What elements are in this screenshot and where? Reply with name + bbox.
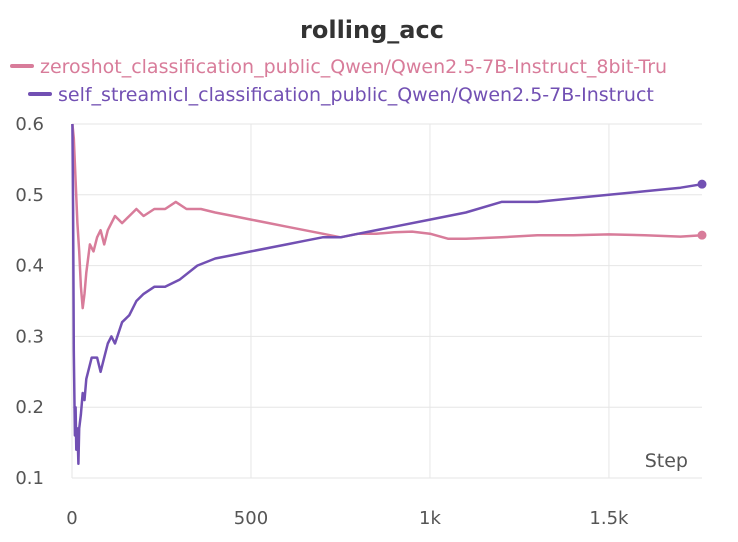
legend-label: self_streamicl_classification_public_Qwe… (58, 84, 654, 106)
x-tick-label: 0 (66, 508, 77, 529)
x-axis-ticks: 0 500 1k 1.5k (66, 508, 629, 529)
series-line (71, 123, 703, 310)
y-tick-label: 0.2 (15, 397, 44, 418)
chart-title: rolling_acc (300, 16, 444, 44)
x-tick-label: 1.5k (589, 508, 629, 529)
y-tick-label: 0.4 (15, 256, 44, 277)
x-tick-label: 1k (419, 508, 441, 529)
y-axis-ticks: 0.1 0.2 0.3 0.4 0.5 0.6 (15, 114, 44, 489)
x-tick-label: 500 (234, 508, 268, 529)
x-axis-label: Step (645, 450, 688, 472)
gridlines (71, 123, 702, 479)
y-tick-label: 0.5 (15, 185, 44, 206)
legend: zeroshot_classification_public_Qwen/Qwen… (10, 56, 667, 106)
y-tick-label: 0.1 (15, 468, 44, 489)
series-end-marker (697, 179, 707, 189)
series-end-marker (697, 230, 707, 240)
y-tick-label: 0.6 (15, 114, 44, 135)
legend-label: zeroshot_classification_public_Qwen/Qwen… (40, 56, 667, 78)
series-line (71, 123, 703, 466)
y-tick-label: 0.3 (15, 326, 44, 347)
series-lines (71, 123, 707, 466)
